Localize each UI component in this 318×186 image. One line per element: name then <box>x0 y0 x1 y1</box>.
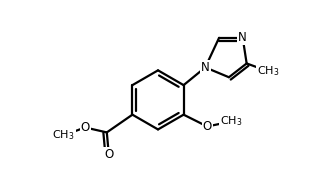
Text: CH$_3$: CH$_3$ <box>220 115 242 129</box>
Text: O: O <box>80 121 90 134</box>
Text: N: N <box>238 31 247 44</box>
Text: N: N <box>201 61 210 74</box>
Text: O: O <box>203 120 212 133</box>
Text: CH$_3$: CH$_3$ <box>257 64 280 78</box>
Text: O: O <box>104 147 114 161</box>
Text: CH$_3$: CH$_3$ <box>52 129 75 142</box>
